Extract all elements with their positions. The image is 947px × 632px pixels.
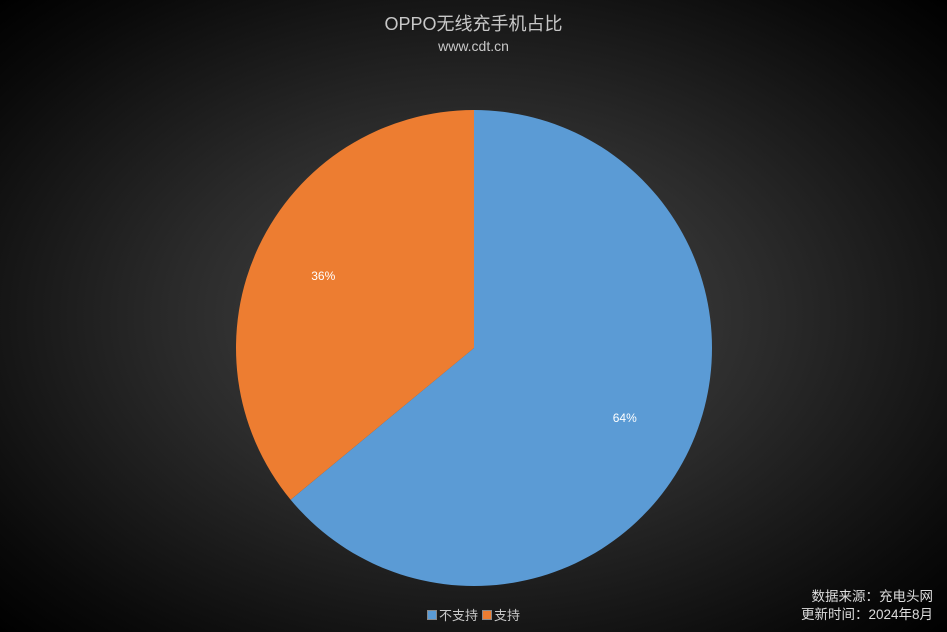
legend-swatch-0: [427, 610, 437, 620]
footer-source-prefix: 数据来源：: [812, 589, 880, 604]
footer-updated-value: 2024年8月: [868, 607, 933, 622]
legend-swatch-1: [482, 610, 492, 620]
chart-title-block: OPPO无线充手机占比 www.cdt.cn: [0, 10, 947, 54]
pie-svg: 64% 36%: [174, 88, 774, 608]
legend-item-0: 不支持: [427, 605, 478, 624]
chart-title: OPPO无线充手机占比: [0, 10, 947, 36]
pie-chart: 64% 36%: [0, 88, 947, 608]
legend-label-0: 不支持: [439, 605, 478, 624]
chart-subtitle: www.cdt.cn: [0, 38, 947, 54]
footer-updated-prefix: 更新时间：: [801, 607, 869, 622]
pie-slice-label-1: 36%: [311, 269, 335, 283]
footer-updated-line: 更新时间：2024年8月: [801, 606, 933, 624]
footer-meta: 数据来源：充电头网 更新时间：2024年8月: [801, 588, 933, 624]
legend-label-1: 支持: [494, 605, 520, 624]
footer-source-line: 数据来源：充电头网: [801, 588, 933, 606]
footer-source-value: 充电头网: [879, 589, 933, 604]
pie-slice-label-0: 64%: [612, 411, 636, 425]
legend-item-1: 支持: [482, 605, 520, 624]
